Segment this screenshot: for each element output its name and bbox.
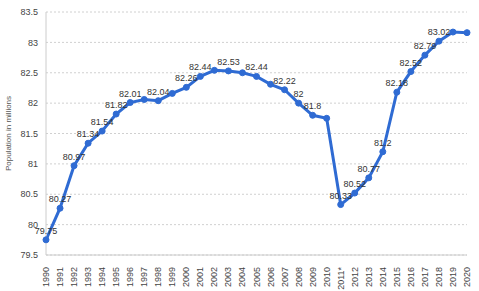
svg-text:2000: 2000	[181, 267, 191, 287]
svg-text:82.04: 82.04	[147, 87, 170, 97]
svg-text:2013: 2013	[364, 267, 374, 287]
svg-text:82.44: 82.44	[189, 62, 212, 72]
svg-text:79.5: 79.5	[20, 250, 38, 260]
svg-text:2009: 2009	[308, 267, 318, 287]
svg-text:82.44: 82.44	[245, 62, 268, 72]
svg-text:1996: 1996	[125, 267, 135, 287]
svg-text:2002: 2002	[209, 267, 219, 287]
svg-text:81.5: 81.5	[20, 129, 38, 139]
svg-text:82.18: 82.18	[386, 78, 409, 88]
svg-text:2008: 2008	[294, 267, 304, 287]
svg-text:2016: 2016	[406, 267, 416, 287]
svg-text:2017: 2017	[420, 267, 430, 287]
svg-text:1994: 1994	[97, 267, 107, 287]
svg-text:2001: 2001	[195, 267, 205, 287]
svg-text:81: 81	[28, 159, 38, 169]
svg-text:82: 82	[28, 98, 38, 108]
svg-text:83.5: 83.5	[20, 7, 38, 17]
svg-text:2011*: 2011*	[336, 267, 346, 290]
svg-text:82.22: 82.22	[273, 76, 296, 86]
svg-text:2012: 2012	[350, 267, 360, 287]
svg-text:2014: 2014	[378, 267, 388, 287]
svg-text:2018: 2018	[434, 267, 444, 287]
svg-text:81.34: 81.34	[77, 129, 100, 139]
svg-text:81.54: 81.54	[91, 117, 114, 127]
svg-text:1997: 1997	[139, 267, 149, 287]
svg-text:80.52: 80.52	[343, 179, 366, 189]
svg-text:2015: 2015	[392, 267, 402, 287]
svg-text:2004: 2004	[237, 267, 247, 287]
svg-text:1991: 1991	[55, 267, 65, 287]
svg-text:81.2: 81.2	[374, 138, 392, 148]
svg-text:82.53: 82.53	[217, 57, 240, 67]
svg-text:82.26: 82.26	[175, 73, 198, 83]
svg-text:79.75: 79.75	[35, 226, 58, 236]
svg-text:2003: 2003	[223, 267, 233, 287]
svg-text:2019: 2019	[448, 267, 458, 287]
svg-text:Population in millions: Population in millions	[8, 96, 13, 171]
svg-text:80.97: 80.97	[63, 152, 86, 162]
svg-text:2007: 2007	[280, 267, 290, 287]
svg-text:83: 83	[28, 38, 38, 48]
svg-text:1998: 1998	[153, 267, 163, 287]
svg-text:1995: 1995	[111, 267, 121, 287]
svg-text:2020: 2020	[462, 267, 471, 287]
svg-text:80.5: 80.5	[20, 189, 38, 199]
svg-text:1993: 1993	[83, 267, 93, 287]
svg-text:82.79: 82.79	[414, 41, 437, 51]
svg-text:82.5: 82.5	[20, 68, 38, 78]
svg-text:2006: 2006	[266, 267, 276, 287]
svg-text:2010: 2010	[322, 267, 332, 287]
svg-text:2005: 2005	[252, 267, 262, 287]
svg-text:82.01: 82.01	[119, 89, 142, 99]
svg-text:1992: 1992	[69, 267, 79, 287]
svg-text:1999: 1999	[167, 267, 177, 287]
svg-text:80: 80	[28, 219, 38, 230]
svg-text:80.77: 80.77	[358, 164, 381, 174]
svg-text:80.27: 80.27	[49, 194, 72, 204]
svg-text:83.02: 83.02	[428, 27, 451, 37]
svg-text:80.33: 80.33	[329, 191, 352, 201]
svg-text:81.8: 81.8	[304, 101, 322, 111]
svg-text:1990: 1990	[41, 267, 51, 287]
svg-text:82: 82	[294, 89, 304, 99]
svg-text:82.52: 82.52	[400, 58, 423, 68]
svg-text:81.82: 81.82	[105, 100, 128, 110]
